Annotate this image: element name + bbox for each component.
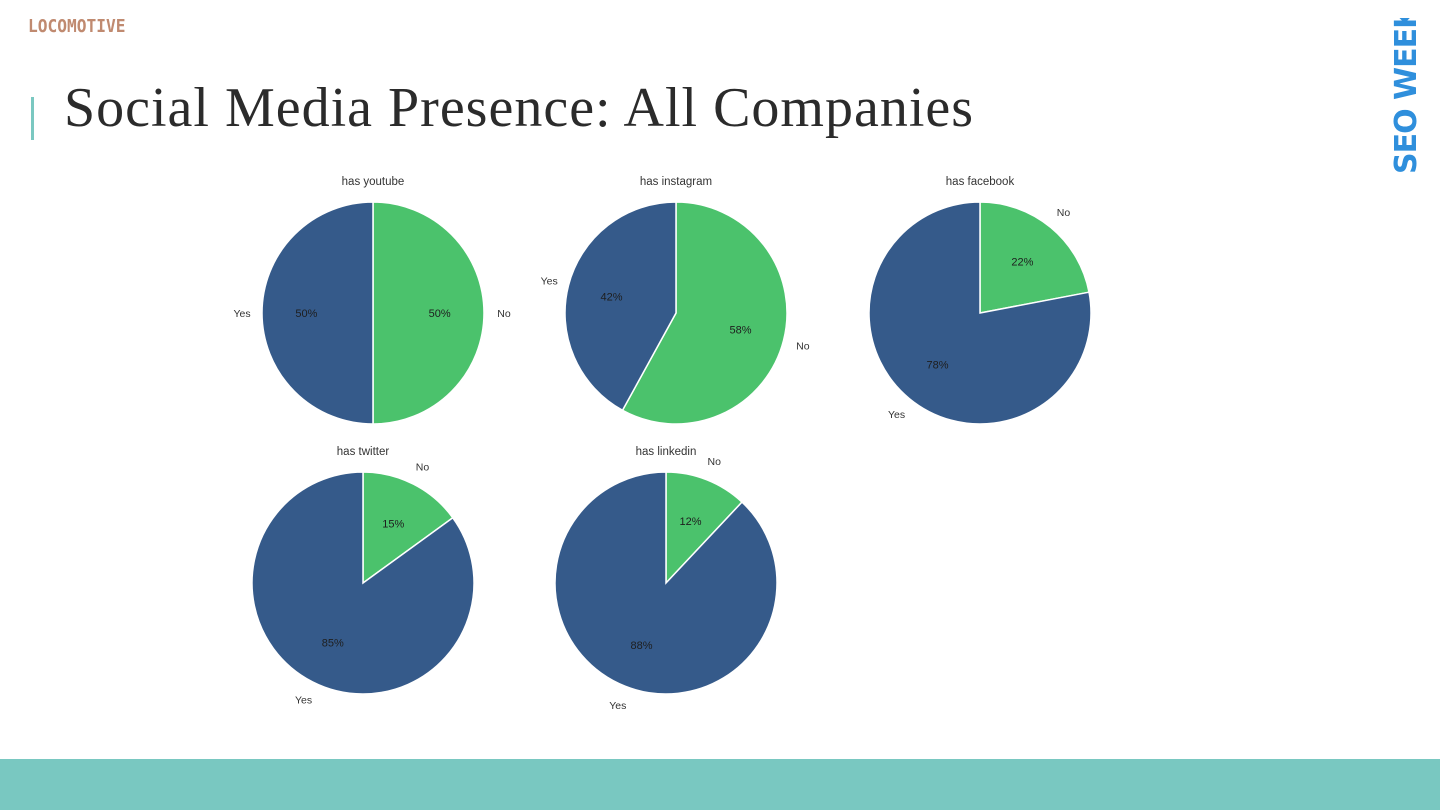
pie-title: has facebook — [946, 176, 1015, 188]
pie-percent-label: 22% — [1011, 257, 1033, 269]
pie-category-label: Yes — [609, 700, 626, 712]
pie-percent-label: 50% — [429, 308, 451, 320]
seo-week-logo-text: SEO WEEK — [1389, 18, 1424, 174]
pie-title: has twitter — [337, 446, 390, 458]
pie-slice-yes — [564, 201, 677, 412]
pie-percent-label: 50% — [295, 308, 317, 320]
pie-percent-label: 85% — [322, 637, 344, 649]
pie-slice-yes — [554, 471, 778, 695]
pie-category-label: No — [796, 341, 810, 353]
pie-slice-no — [372, 201, 485, 425]
pie-category-label: No — [1057, 207, 1071, 219]
seo-week-logo: SEO WEEK — [1389, 18, 1424, 174]
pie-chart-has-linkedin: has linkedin 12% No 88% Yes — [554, 446, 778, 712]
pie-chart-has-twitter: has twitter 15% No 85% Yes — [251, 446, 475, 707]
pie-percent-label: 58% — [729, 325, 751, 337]
pie-chart-has-instagram: has instagram 58% No 42% Yes — [541, 176, 810, 425]
pie-category-label: No — [416, 461, 430, 473]
pie-percent-label: 78% — [927, 359, 949, 371]
pie-chart-has-youtube: has youtube 50% No 50% Yes — [233, 176, 511, 425]
locomotive-logo: LOCOMOTIVE — [28, 16, 126, 37]
pie-chart-has-facebook: has facebook 22% No 78% Yes — [868, 176, 1092, 425]
pie-category-label: Yes — [295, 695, 312, 707]
pie-slice-no — [665, 471, 744, 585]
pie-slice-no — [979, 201, 1090, 314]
slide-title: Social Media Presence: All Companies — [64, 77, 975, 139]
pie-charts: has youtube 50% No 50% Yes has instagram 58% No… — [233, 176, 1092, 712]
pie-category-label: No — [707, 456, 721, 468]
pie-slice-no — [362, 471, 454, 585]
pie-percent-label: 42% — [600, 291, 622, 303]
pie-title: has instagram — [640, 176, 712, 188]
pie-slice-yes — [251, 471, 475, 695]
pie-percent-label: 88% — [630, 640, 652, 652]
pie-slice-yes — [868, 201, 1092, 425]
pie-slice-no — [621, 201, 788, 425]
pie-slice-yes — [261, 201, 374, 425]
pie-title: has youtube — [342, 176, 405, 188]
footer-bar — [0, 759, 1440, 810]
pie-title: has linkedin — [636, 446, 697, 458]
pie-category-label: Yes — [541, 275, 558, 287]
pie-category-label: Yes — [888, 409, 905, 421]
title-accent-bar — [31, 97, 34, 140]
pie-category-label: Yes — [233, 308, 250, 320]
pie-percent-label: 12% — [680, 516, 702, 528]
pie-percent-label: 15% — [382, 519, 404, 531]
pie-category-label: No — [497, 308, 511, 320]
